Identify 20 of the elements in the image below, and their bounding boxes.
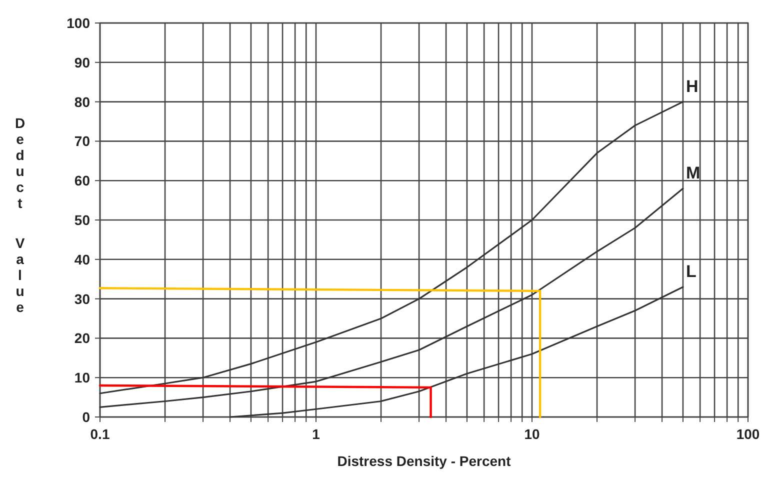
y-tick-label: 40: [74, 251, 90, 268]
text: Deduct Value: [14, 115, 26, 315]
y-tick-label: 0: [82, 409, 90, 425]
x-tick-label: 0.1: [90, 426, 110, 442]
y-tick-label: 20: [74, 330, 90, 346]
series-label: L: [686, 262, 696, 281]
x-tick-label: 1: [312, 426, 320, 442]
y-tick-label: 60: [74, 172, 90, 189]
y-tick-label: 70: [74, 133, 90, 150]
y-tick-label: 100: [66, 15, 90, 31]
x-tick-label: 10: [524, 426, 540, 442]
y-tick-label: 50: [74, 212, 90, 228]
y-tick-label: 80: [74, 94, 90, 110]
y-tick-label: 30: [74, 290, 90, 307]
x-axis-title: Distress Density - Percent: [337, 453, 512, 469]
y-tick-label: 10: [74, 370, 90, 386]
series-label: H: [686, 76, 698, 96]
x-tick-label: 100: [736, 426, 760, 442]
series-label: M: [686, 163, 700, 182]
y-tick-label: 90: [74, 54, 90, 70]
